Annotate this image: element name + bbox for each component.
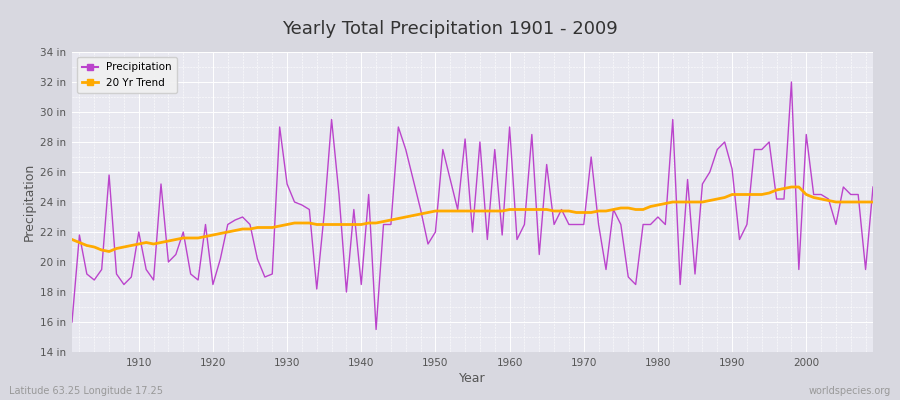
Text: Yearly Total Precipitation 1901 - 2009: Yearly Total Precipitation 1901 - 2009 bbox=[282, 20, 618, 38]
Text: Latitude 63.25 Longitude 17.25: Latitude 63.25 Longitude 17.25 bbox=[9, 386, 163, 396]
Y-axis label: Precipitation: Precipitation bbox=[23, 163, 36, 241]
X-axis label: Year: Year bbox=[459, 372, 486, 385]
Legend: Precipitation, 20 Yr Trend: Precipitation, 20 Yr Trend bbox=[77, 57, 177, 93]
Text: worldspecies.org: worldspecies.org bbox=[809, 386, 891, 396]
